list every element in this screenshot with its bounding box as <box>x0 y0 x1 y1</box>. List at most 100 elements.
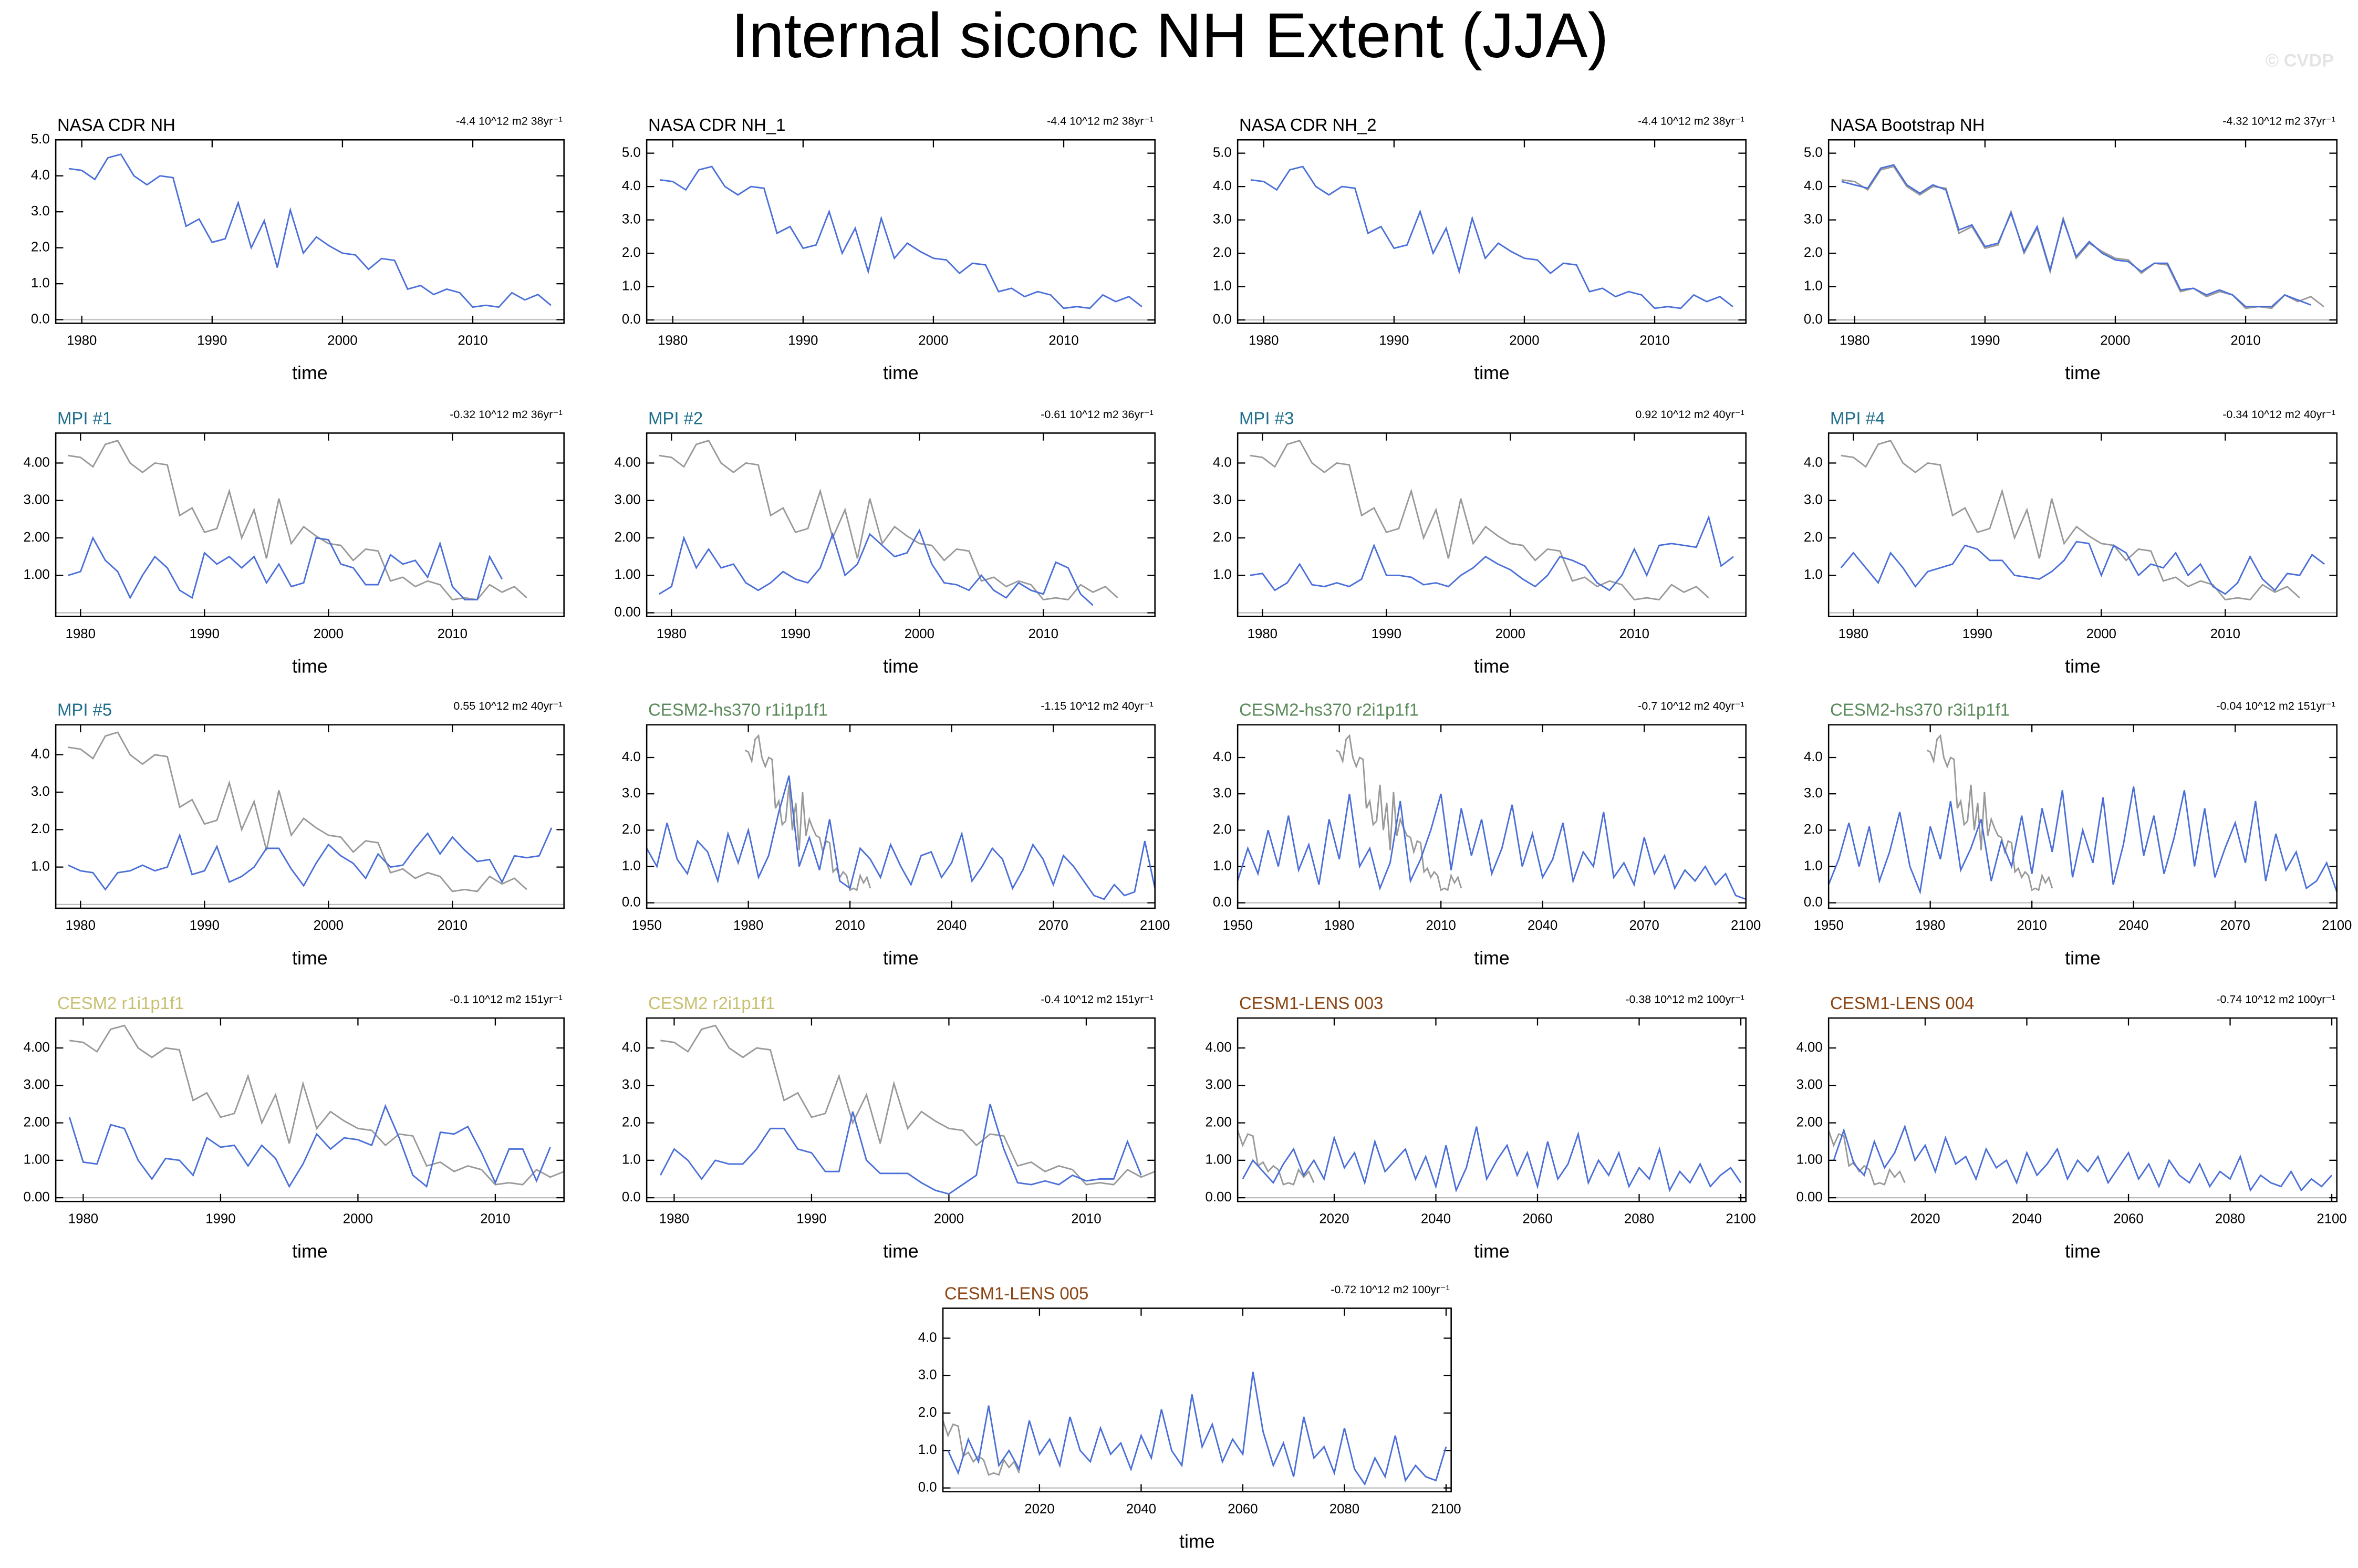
x-tick-label: 1950 <box>631 918 661 933</box>
y-tick-label: 2.0 <box>1804 822 1823 837</box>
x-tick-label: 1980 <box>658 334 688 348</box>
plot-frame <box>1237 432 1747 617</box>
x-tick-label: 1980 <box>1840 334 1869 348</box>
series-line <box>658 528 1094 606</box>
x-tick-label: 2000 <box>1509 334 1539 348</box>
x-tick-label: 1980 <box>66 627 96 641</box>
y-tick-label: 3.0 <box>622 1077 641 1092</box>
y-tick-label: 1.0 <box>31 859 50 874</box>
series-line <box>1829 786 2337 895</box>
y-tick-label: 0.0 <box>918 1480 937 1494</box>
panel: CESM1-LENS 003 -0.38 10^12 m2 100yr⁻¹ 0.00… <box>1206 993 1756 1262</box>
series-line <box>1238 1129 1315 1186</box>
x-tick-label: 2040 <box>2118 918 2148 933</box>
panel: NASA CDR NH_2 -4.4 10^12 m2 38yr⁻¹ 0.0 1.0 2… <box>1213 115 1747 383</box>
series-line <box>1238 793 1746 900</box>
panel-title: CESM2-hs370 r3i1p1f1 <box>1830 700 2010 720</box>
x-tick-label: 1990 <box>781 627 811 641</box>
x-axis-label: time <box>292 362 328 383</box>
panel: CESM2-hs370 r2i1p1f1 -0.7 10^12 m2 40yr⁻¹… <box>1213 700 1761 969</box>
plot-frame <box>1237 139 1747 324</box>
plot-frame <box>646 724 1156 909</box>
plot-frame <box>646 1017 1156 1202</box>
y-tick-label: 1.0 <box>1804 278 1823 293</box>
x-tick-label: 2070 <box>1629 918 1659 933</box>
trend-annotation: -0.04 10^12 m2 151yr⁻¹ <box>2216 700 2335 712</box>
series-line <box>1250 439 1709 601</box>
y-tick-label: 0.00 <box>1796 1190 1823 1204</box>
x-tick-label: 2040 <box>2012 1211 2042 1226</box>
x-tick-label: 2000 <box>918 334 948 348</box>
x-tick-label: 2010 <box>1639 334 1669 348</box>
x-tick-label: 2000 <box>905 627 934 641</box>
panel: NASA CDR NH -4.4 10^12 m2 38yr⁻¹ 0.0 1.0 2.0… <box>31 115 565 383</box>
y-tick-label: 0.00 <box>24 1190 50 1204</box>
x-tick-label: 1990 <box>190 918 220 933</box>
panel-title: NASA CDR NH <box>57 115 175 134</box>
series-line <box>947 1372 1447 1486</box>
y-tick-label: 0.0 <box>622 1190 641 1204</box>
y-tick-label: 4.0 <box>622 179 641 193</box>
y-tick-label: 0.0 <box>622 312 641 327</box>
panel: CESM1-LENS 004 -0.74 10^12 m2 100yr⁻¹ 0.00… <box>1796 993 2347 1262</box>
y-tick-label: 1.00 <box>1206 1152 1232 1167</box>
x-tick-label: 2080 <box>1329 1502 1359 1517</box>
series-line <box>1926 734 2053 891</box>
y-tick-label: 3.00 <box>1796 1077 1823 1092</box>
y-tick-label: 2.0 <box>31 240 50 254</box>
panel-title: NASA Bootstrap NH <box>1830 115 1985 134</box>
series-line <box>660 1024 1155 1186</box>
x-tick-label: 2010 <box>438 918 468 933</box>
series-line <box>660 1104 1142 1195</box>
watermark: © CVDP <box>2266 50 2334 70</box>
x-axis-label: time <box>883 362 919 383</box>
trend-annotation: -4.4 10^12 m2 38yr⁻¹ <box>1047 115 1154 128</box>
x-axis-label: time <box>2065 1241 2101 1262</box>
series-line <box>1841 164 2311 308</box>
x-tick-label: 2060 <box>1522 1211 1552 1226</box>
trend-annotation: -0.1 10^12 m2 151yr⁻¹ <box>450 993 563 1005</box>
x-tick-label: 2010 <box>1029 627 1058 641</box>
series-line <box>1250 165 1733 309</box>
series-line <box>1841 439 2300 601</box>
y-tick-label: 5.0 <box>1213 145 1232 160</box>
x-tick-label: 2100 <box>1731 918 1761 933</box>
y-tick-label: 1.00 <box>24 1152 50 1167</box>
x-tick-label: 1980 <box>1324 918 1354 933</box>
plot-frame <box>55 139 565 324</box>
trend-annotation: -1.15 10^12 m2 40yr⁻¹ <box>1041 700 1154 712</box>
y-tick-label: 3.0 <box>1804 212 1823 226</box>
x-axis-label: time <box>2065 656 2101 677</box>
plot-frame <box>1827 724 2338 909</box>
series-line <box>1840 541 2325 595</box>
y-tick-label: 3.0 <box>31 204 50 219</box>
y-tick-label: 1.0 <box>1804 858 1823 873</box>
panel-title: CESM1-LENS 005 <box>944 1283 1088 1303</box>
y-tick-label: 3.00 <box>24 493 50 507</box>
x-axis-label: time <box>1179 1531 1215 1552</box>
x-axis-label: time <box>2065 362 2101 383</box>
x-tick-label: 2040 <box>937 918 967 933</box>
y-tick-label: 3.0 <box>1213 212 1232 226</box>
trend-annotation: 0.92 10^12 m2 40yr⁻¹ <box>1635 408 1744 421</box>
y-tick-label: 5.0 <box>31 132 50 147</box>
y-tick-label: 3.0 <box>1213 493 1232 507</box>
x-tick-label: 2100 <box>1431 1502 1461 1517</box>
x-axis-label: time <box>292 948 328 969</box>
y-tick-label: 1.00 <box>1796 1152 1823 1167</box>
y-tick-label: 1.0 <box>622 278 641 293</box>
x-tick-label: 2000 <box>327 334 357 348</box>
y-tick-label: 2.0 <box>622 245 641 260</box>
panel-title: CESM2 r1i1p1f1 <box>57 993 184 1013</box>
panel: CESM2 r1i1p1f1 -0.1 10^12 m2 151yr⁻¹ 0.00 1… <box>24 993 565 1262</box>
trend-annotation: -0.72 10^12 m2 100yr⁻¹ <box>1331 1283 1450 1296</box>
panel-title: MPI #4 <box>1830 408 1885 428</box>
x-tick-label: 1990 <box>1962 627 1992 641</box>
trend-annotation: -0.4 10^12 m2 151yr⁻¹ <box>1041 993 1154 1005</box>
trend-annotation: 0.55 10^12 m2 40yr⁻¹ <box>453 700 562 712</box>
plot-frame <box>1827 432 2338 617</box>
x-tick-label: 1990 <box>1379 334 1409 348</box>
panel-title: NASA CDR NH_2 <box>1239 115 1377 134</box>
